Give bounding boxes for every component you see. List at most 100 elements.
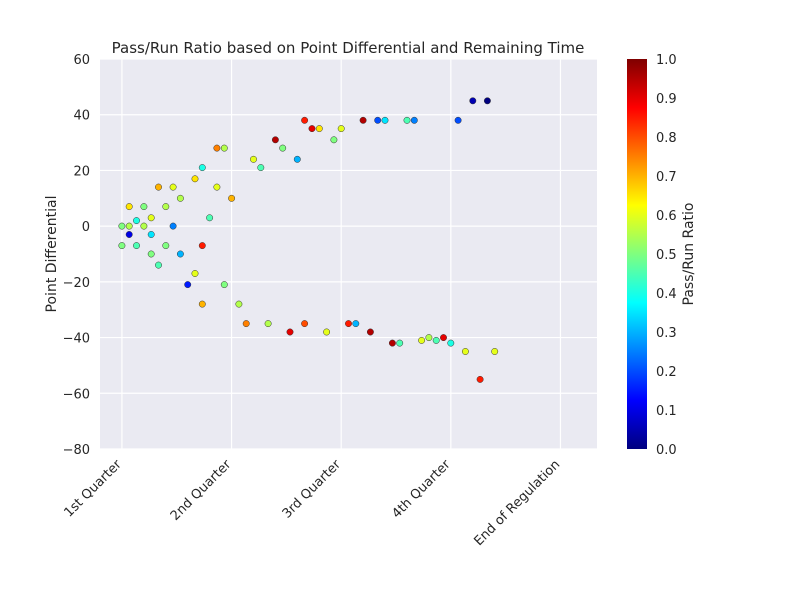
data-point: [125, 222, 133, 230]
colorbar-label: Pass/Run Ratio: [681, 203, 697, 306]
data-point: [476, 375, 484, 383]
data-points: [118, 97, 499, 383]
data-point: [235, 300, 243, 308]
chart-title: Pass/Run Ratio based on Point Differenti…: [112, 39, 585, 57]
data-point: [381, 116, 389, 124]
data-point: [198, 164, 206, 172]
colorbar-tick-label: 0.2: [656, 365, 677, 380]
data-point: [147, 250, 155, 258]
data-point: [140, 203, 148, 211]
colorbar-tick-label: 0.8: [656, 131, 677, 146]
data-point: [213, 144, 221, 152]
data-point: [440, 334, 447, 342]
data-point: [469, 97, 477, 105]
data-point: [133, 242, 140, 250]
data-point: [374, 116, 382, 124]
data-point: [271, 136, 279, 144]
data-point: [118, 222, 126, 230]
data-point: [425, 334, 433, 342]
data-point: [213, 183, 221, 191]
data-point: [220, 281, 228, 289]
y-axis-label: Point Differential: [44, 196, 60, 313]
data-point: [206, 214, 214, 222]
y-axis-ticks: 60 40 20 0 −20 −40 −60 −80: [63, 53, 90, 458]
data-point: [388, 339, 396, 347]
data-point: [447, 339, 455, 347]
y-tick-label: −40: [63, 332, 90, 347]
data-point: [162, 203, 170, 211]
plot-background: [100, 59, 597, 449]
data-point: [279, 144, 287, 152]
colorbar-tick-label: 0.3: [656, 326, 677, 341]
data-point: [483, 97, 491, 105]
colorbar-tick-label: 0.7: [656, 170, 677, 185]
colorbar-tick-label: 0.6: [656, 209, 677, 224]
data-point: [308, 125, 316, 133]
data-point: [125, 203, 133, 211]
data-point: [169, 222, 177, 230]
data-point: [315, 125, 323, 133]
data-point: [228, 194, 236, 202]
y-tick-label: 0: [82, 220, 90, 235]
data-point: [345, 320, 352, 328]
x-tick-label: End of Regulation: [471, 457, 563, 549]
data-point: [454, 116, 462, 124]
data-point: [432, 336, 440, 344]
data-point: [410, 116, 418, 124]
data-point: [191, 175, 199, 183]
data-point: [330, 136, 338, 144]
x-tick-label: 1st Quarter: [61, 457, 125, 521]
y-tick-label: −20: [63, 276, 90, 291]
x-tick-label: 2nd Quarter: [168, 457, 235, 524]
data-point: [191, 270, 199, 277]
colorbar: [627, 59, 647, 449]
x-axis-ticks: 1st Quarter 2nd Quarter 3rd Quarter 4th Qua…: [61, 457, 563, 549]
data-point: [133, 217, 140, 225]
grid-lines: [100, 58, 597, 450]
data-point: [155, 261, 162, 269]
data-point: [125, 231, 133, 238]
data-point: [491, 348, 499, 355]
data-point: [301, 320, 309, 328]
data-point: [242, 320, 250, 328]
data-point: [169, 183, 177, 191]
data-point: [301, 116, 309, 124]
colorbar-tick-label: 0.0: [656, 443, 677, 458]
data-point: [198, 300, 206, 308]
data-point: [396, 339, 404, 347]
colorbar-ticks: 1.0 0.9 0.8 0.7 0.6 0.5 0.4 0.3 0.2 0.1 0.0: [656, 53, 677, 458]
y-tick-label: −60: [63, 387, 90, 402]
x-tick-label: 4th Quarter: [389, 457, 454, 522]
data-point: [162, 242, 170, 250]
data-point: [403, 116, 411, 124]
data-point: [352, 320, 360, 328]
colorbar-tick-label: 0.9: [656, 92, 677, 107]
data-point: [184, 281, 192, 289]
y-tick-label: 20: [73, 164, 90, 179]
data-point: [359, 116, 367, 124]
data-point: [264, 320, 272, 328]
data-point: [366, 328, 374, 336]
y-tick-label: 60: [73, 53, 90, 68]
data-point: [147, 231, 155, 238]
data-point: [198, 242, 206, 250]
data-point: [257, 164, 265, 172]
colorbar-tick-label: 0.1: [656, 404, 677, 419]
data-point: [323, 328, 331, 336]
y-tick-label: 40: [73, 109, 90, 124]
data-point: [118, 242, 126, 250]
colorbar-tick-label: 1.0: [656, 53, 677, 68]
x-tick-label: 3rd Quarter: [280, 457, 345, 522]
data-point: [176, 194, 184, 202]
data-point: [286, 328, 294, 336]
data-point: [147, 214, 155, 222]
data-point: [293, 155, 301, 163]
data-point: [155, 183, 162, 191]
data-point: [337, 125, 345, 133]
y-tick-label: −80: [63, 443, 90, 458]
data-point: [140, 222, 148, 230]
data-point: [176, 250, 184, 258]
colorbar-tick-label: 0.4: [656, 287, 677, 302]
data-point: [461, 348, 469, 355]
